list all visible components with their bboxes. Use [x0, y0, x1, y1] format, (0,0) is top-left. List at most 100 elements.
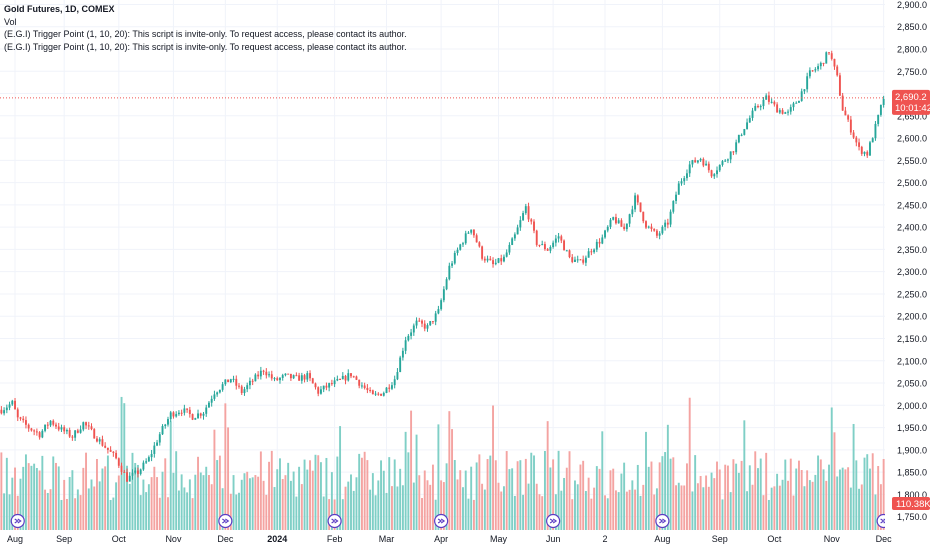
time-axis[interactable]: Aug Sep Oct Nov Dec 2024 Feb Mar Apr May Jun 2 Aug Se… — [0, 530, 892, 550]
volume-bar — [686, 463, 688, 530]
time-axis-background — [0, 530, 885, 550]
volume-bar — [718, 469, 721, 530]
volume-bar — [164, 458, 167, 530]
candle-body — [134, 470, 137, 473]
price-axis[interactable]: 2,900.02,850.02,800.02,750.02,700.02,650… — [885, 0, 932, 550]
candle-body — [819, 62, 822, 67]
candle-body — [546, 249, 549, 251]
candle-body — [0, 409, 3, 414]
volume-bar — [136, 464, 139, 530]
volume-bar — [814, 474, 817, 530]
volume-bar — [85, 452, 87, 530]
volume-bar — [778, 485, 781, 530]
candle-body — [683, 178, 686, 182]
volume-bar — [882, 459, 885, 530]
candle-body — [639, 202, 642, 212]
candle-body — [401, 350, 404, 358]
candle-body — [19, 417, 22, 419]
volume-bar — [421, 498, 423, 530]
symbol-title[interactable]: Gold Futures, 1D, COMEX — [4, 4, 115, 14]
candle-body — [680, 181, 683, 184]
volume-bar — [462, 487, 464, 530]
indicator-label-2[interactable]: (E.G.I) Trigger Point (1, 10, 20): This … — [4, 41, 407, 52]
candle-body — [314, 383, 317, 388]
volume-bar — [306, 469, 309, 530]
volume-bar — [161, 471, 164, 530]
indicator-label-1[interactable]: (E.G.I) Trigger Point (1, 10, 20): This … — [4, 29, 407, 39]
candle-body — [202, 413, 205, 416]
candle-body — [232, 378, 235, 380]
volume-bar — [401, 485, 404, 530]
volume-bar — [513, 495, 516, 530]
candle-body — [221, 384, 224, 390]
candle-body — [505, 252, 508, 257]
volume-bar — [535, 483, 538, 530]
candle-body — [380, 393, 382, 396]
volume-bar — [60, 499, 63, 530]
volume-bar — [208, 475, 210, 530]
candle-body — [158, 434, 161, 443]
candle-body — [440, 300, 443, 310]
volume-bar — [803, 486, 806, 530]
volume-bar — [418, 475, 421, 530]
volume-bar — [789, 458, 792, 530]
candle-body — [672, 200, 675, 212]
volume-bar — [877, 465, 880, 530]
volume-bar — [221, 488, 224, 530]
volume-bar — [587, 477, 590, 530]
candle-body — [98, 439, 101, 442]
volume-bar — [358, 453, 361, 530]
volume-bar — [664, 452, 667, 530]
candle-body — [836, 66, 839, 76]
candle-body — [339, 379, 342, 381]
event-marker-icon — [218, 513, 233, 529]
candle-body — [808, 70, 811, 77]
volume-bar — [631, 480, 634, 530]
candle-body — [295, 375, 298, 377]
candle-body — [317, 387, 320, 394]
candle-body — [576, 259, 579, 261]
price-tick-label: 2,550.0 — [897, 156, 927, 166]
volume-bar — [68, 477, 71, 530]
volume-bar — [183, 487, 186, 530]
volume-bar — [650, 461, 653, 530]
candle-body — [276, 378, 279, 381]
candle-body — [666, 222, 669, 225]
candle-body — [538, 244, 541, 246]
candle-body — [696, 160, 699, 163]
volume-bar — [833, 432, 836, 530]
candle-body — [109, 449, 112, 452]
volume-bar — [8, 494, 11, 530]
candle-body — [65, 429, 68, 432]
volume-bar — [366, 460, 369, 530]
volume-bar — [415, 434, 418, 530]
volume-bar — [601, 431, 604, 530]
volume-bar — [273, 487, 276, 530]
volume-bar — [240, 479, 243, 530]
candle-body — [273, 378, 276, 380]
candle-body — [30, 428, 33, 431]
volume-bar — [309, 460, 311, 530]
price-tick-label: 2,650.0 — [897, 111, 927, 121]
volume-bar — [705, 475, 708, 530]
volume-bar — [396, 486, 399, 530]
candle-body — [265, 371, 268, 376]
volume-bar — [104, 466, 107, 530]
candle-body — [759, 106, 762, 108]
candle-body — [49, 420, 52, 426]
candle-body — [120, 465, 123, 472]
volume-bar — [770, 487, 773, 530]
volume-indicator-label[interactable]: Vol — [4, 16, 17, 27]
candle-body — [855, 137, 858, 143]
event-markers[interactable] — [10, 513, 891, 529]
volume-bar — [541, 496, 544, 530]
volume-bar — [360, 457, 363, 530]
price-tick-label: 2,850.0 — [897, 22, 927, 32]
volume-bar — [781, 479, 784, 530]
volume-bar — [391, 486, 393, 530]
price-tick-label: 2,600.0 — [897, 134, 927, 144]
candle-body — [716, 170, 718, 175]
volume-bar — [248, 478, 251, 530]
volume-bar — [268, 461, 271, 530]
